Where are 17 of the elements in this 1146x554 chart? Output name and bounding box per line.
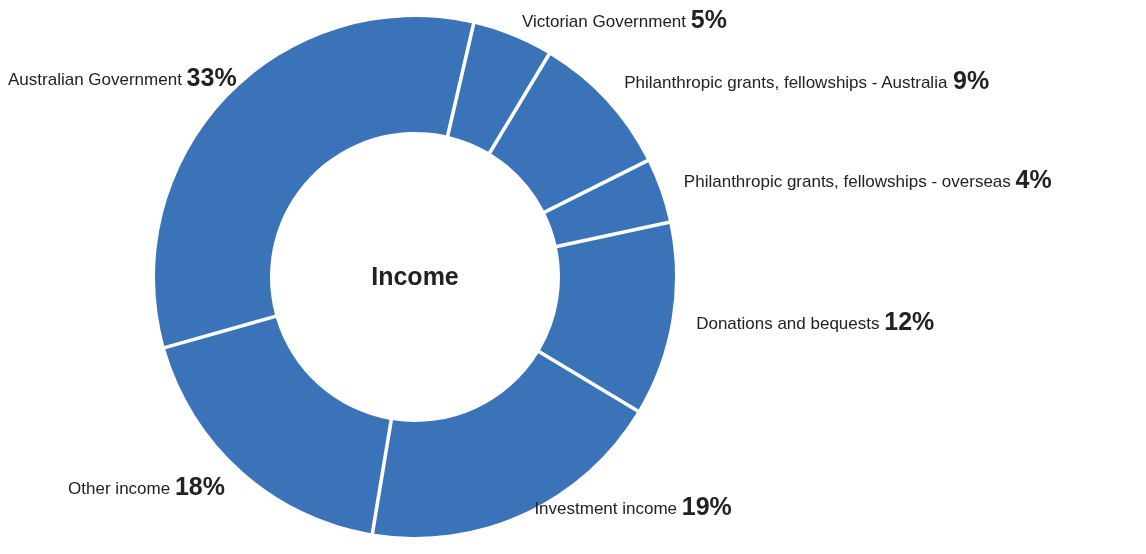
- data-label: 9%: [953, 66, 990, 95]
- slice-label: Philanthropic grants, fellowships - Australia: [624, 73, 948, 93]
- slice-label: Investment income: [534, 499, 678, 518]
- slice-label: Donations and bequests: [696, 313, 880, 333]
- donut-slice: [540, 223, 675, 410]
- data-label: 5%: [690, 5, 727, 33]
- text: Income: [371, 262, 459, 290]
- slice-label: Philanthropic grants, fellowships - overseas: [683, 172, 1011, 192]
- slice-label: Australian Government: [8, 70, 183, 90]
- data-label: 12%: [884, 306, 935, 335]
- data-label: 4%: [1015, 165, 1052, 194]
- slice-label: Victorian Government: [521, 12, 687, 31]
- data-label: 33%: [186, 63, 237, 92]
- slice-label: Other income: [68, 479, 171, 499]
- data-label: 18%: [174, 472, 225, 501]
- donut-slice: [545, 162, 669, 245]
- data-label: 19%: [681, 492, 732, 520]
